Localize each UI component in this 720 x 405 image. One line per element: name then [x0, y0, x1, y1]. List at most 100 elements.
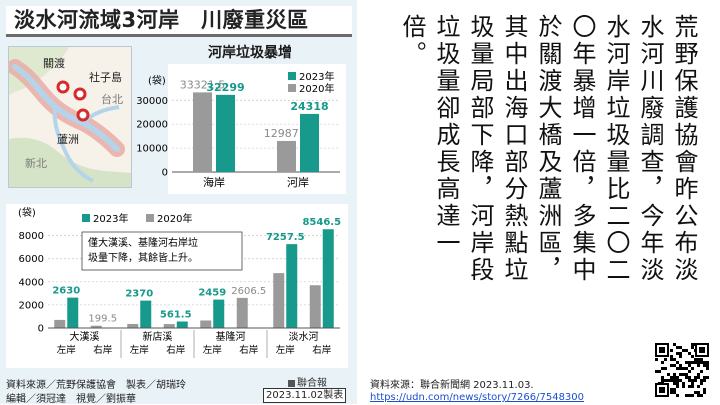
qr-module [688, 361, 691, 364]
qr-module [679, 346, 682, 349]
qr-module [688, 376, 691, 379]
river-banks-chart: (袋) 0 2000 4000 6000 8000 2023年 2020年僅大漢溪、基隆河右岸… [6, 204, 348, 368]
bottom-chart-side-label: 左岸 [276, 344, 296, 356]
bottom-chart-bar-2020 [127, 323, 139, 328]
qr-module [694, 391, 697, 394]
qr-module [658, 370, 661, 373]
qr-module [673, 364, 676, 367]
qr-module [679, 367, 682, 370]
bottom-chart-value-label: 2459 [198, 288, 226, 299]
qr-module [676, 367, 679, 370]
bottom-chart-bar-2020 [273, 273, 285, 328]
bottom-chart-group-label: 淡水河 [289, 331, 319, 343]
bottom-chart-bar-2023 [213, 299, 225, 328]
qr-module [664, 367, 667, 370]
qr-module [670, 376, 673, 379]
qr-module [685, 361, 688, 364]
top-chart-legend-label: 2020年 [299, 82, 334, 95]
qr-module [703, 364, 706, 367]
bottom-chart-unit: (袋) [18, 206, 36, 219]
qr-finder-core [659, 387, 665, 393]
qr-module [691, 355, 694, 358]
bottom-chart-value-label: 2630 [52, 286, 80, 297]
qr-module [676, 382, 679, 385]
bottom-chart-legend-swatch [146, 214, 154, 222]
bottom-chart-bar-2023 [176, 321, 188, 328]
bottom-chart-y-tick: 0 [38, 324, 44, 335]
infographic-panel: 淡水河流域3河岸 川廢重災區 河岸垃圾暴增 關渡 社子島 台北 蘆洲 新北 0 1… [0, 0, 357, 405]
qr-module [697, 361, 700, 364]
qr-module [685, 376, 688, 379]
bottom-chart-bar-2020 [200, 320, 212, 328]
qr-module [691, 394, 694, 397]
bottom-chart-annotation-box [81, 231, 243, 271]
bottom-chart-annotation-line: 圾量下降，其餘皆上升。 [88, 251, 198, 264]
qr-module [658, 382, 661, 385]
qr-module [706, 364, 709, 367]
qr-module [679, 379, 682, 382]
reference-link[interactable]: https://udn.com/news/story/7266/7548300 [370, 392, 585, 403]
qr-module [691, 367, 694, 370]
qr-module [673, 391, 676, 394]
bottom-chart-side-label: 右岸 [312, 344, 332, 356]
bottom-chart-bar-2023 [286, 244, 298, 328]
map-label-new-taipei: 新北 [25, 157, 47, 170]
top-chart-y-tick: 0 [162, 168, 168, 179]
press-credit: 聯合報 [288, 374, 327, 389]
top-chart-value-label: 32299 [206, 81, 244, 94]
top-chart-y-tick: 20000 [136, 120, 168, 131]
qr-module [676, 379, 679, 382]
qr-module [664, 379, 667, 382]
qr-module [673, 376, 676, 379]
bottom-chart-legend-label: 2020年 [157, 212, 192, 225]
qr-module [676, 376, 679, 379]
bottom-chart-value-label: 8546.5 [302, 217, 341, 228]
qr-module [700, 370, 703, 373]
qr-module [703, 376, 706, 379]
qr-module [682, 349, 685, 352]
top-chart-bar [216, 94, 235, 172]
top-chart-bar [300, 113, 319, 172]
qr-module [676, 361, 679, 364]
bottom-chart-bar-2023 [140, 300, 152, 328]
map-label-taipei: 台北 [101, 93, 123, 106]
qr-module [706, 376, 709, 379]
qr-module [667, 373, 670, 376]
qr-module [676, 394, 679, 397]
article-body: 荒野保護協會昨公布淡水河川廢調查，今年淡水河岸垃圾量比二〇二〇年暴增一倍，多集中… [398, 14, 698, 284]
qr-module [661, 382, 664, 385]
map-label-luzhou: 蘆洲 [57, 133, 79, 146]
qr-module [697, 358, 700, 361]
top-chart-bar [277, 140, 296, 172]
top-chart-category-label: 海岸 [203, 175, 225, 189]
qr-module [703, 361, 706, 364]
qr-module [682, 373, 685, 376]
press-square-icon [288, 379, 295, 387]
top-chart-category-label: 河岸 [287, 176, 309, 189]
infographic-title: 淡水河流域3河岸 川廢重災區 [14, 8, 309, 32]
qr-module [673, 379, 676, 382]
qr-code-icon[interactable] [654, 342, 710, 398]
qr-module [673, 343, 676, 346]
qr-module [691, 346, 694, 349]
qr-module [700, 358, 703, 361]
bottom-chart-value-label: 2606.5 [231, 286, 266, 297]
qr-module [661, 376, 664, 379]
qr-module [685, 373, 688, 376]
qr-module [700, 361, 703, 364]
qr-module [670, 358, 673, 361]
qr-module [679, 373, 682, 376]
qr-finder-core [659, 347, 665, 353]
top-chart-value-label: 24318 [290, 100, 328, 113]
qr-module [682, 382, 685, 385]
qr-module [676, 352, 679, 355]
bottom-chart-side-label: 右岸 [93, 344, 113, 356]
reference-label: 資料來源：聯合新聞網 2023.11.03. [370, 380, 534, 391]
bottom-chart-group-label: 基隆河 [216, 330, 246, 343]
map-label-guandu: 關渡 [43, 57, 65, 70]
qr-module [694, 358, 697, 361]
qr-module [661, 367, 664, 370]
qr-module [688, 379, 691, 382]
source-line-1: 資料來源／荒野保護協會 製表／胡瑞玲 [6, 380, 186, 391]
qr-module [691, 385, 694, 388]
